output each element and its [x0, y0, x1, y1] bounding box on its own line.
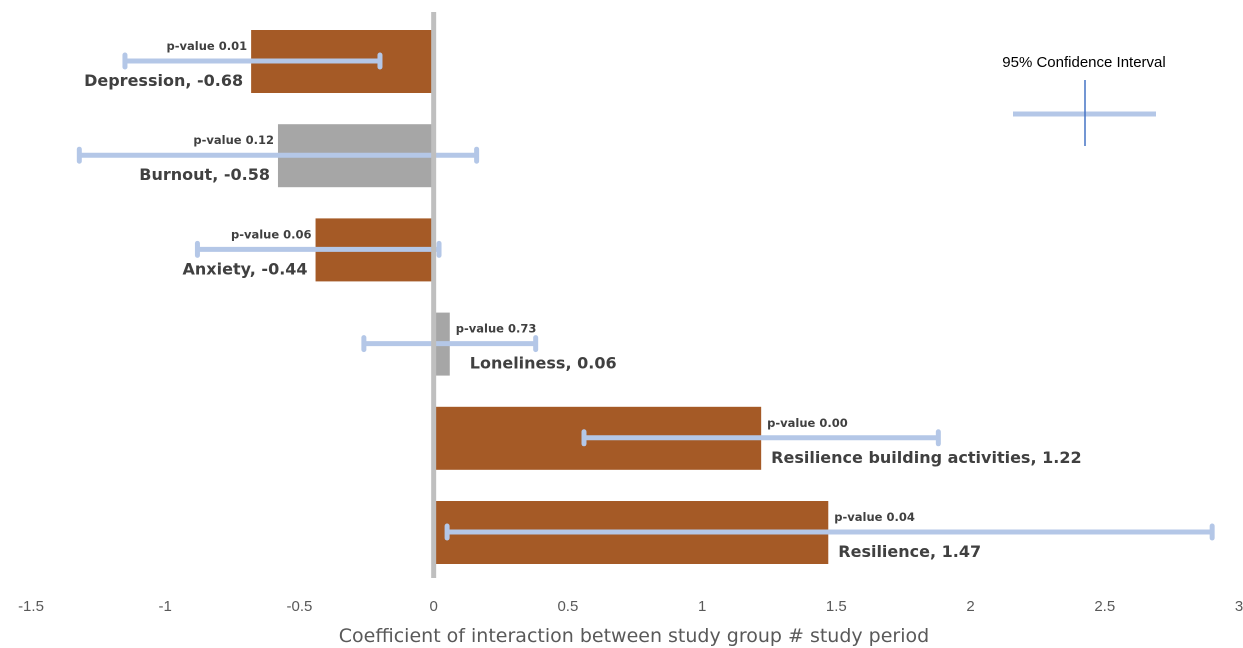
p-value-label-2: p-value 0.06 [231, 227, 312, 241]
p-value-label-5: p-value 0.04 [834, 510, 915, 524]
bar-label-5: Resilience, 1.47 [838, 542, 981, 561]
bars-layer [251, 30, 829, 564]
legend-title: 95% Confidence Interval [1002, 54, 1165, 71]
x-tick-label-3: 0 [429, 598, 437, 615]
x-tick-label-8: 2.5 [1094, 598, 1115, 615]
x-tick-label-4: 0.5 [557, 598, 578, 615]
bar-label-3: Loneliness, 0.06 [470, 354, 617, 373]
x-tick-label-0: -1.5 [18, 598, 44, 615]
bar-label-2: Anxiety, -0.44 [183, 259, 308, 278]
x-tick-label-6: 1.5 [826, 598, 847, 615]
p-value-label-4: p-value 0.00 [767, 416, 848, 430]
p-value-label-0: p-value 0.01 [167, 39, 248, 53]
legend: 95% Confidence Interval [1002, 54, 1166, 146]
x-axis-title: Coefficient of interaction between study… [339, 625, 929, 647]
x-tick-label-1: -1 [159, 598, 172, 615]
x-tick-label-2: -0.5 [287, 598, 313, 615]
x-tick-label-5: 1 [698, 598, 706, 615]
x-tick-label-9: 3 [1235, 598, 1243, 615]
error-bars-layer [76, 52, 1215, 541]
x-axis-ticks: -1.5 -1 -0.5 0 0.5 1 1.5 2 2.5 3 [18, 598, 1243, 615]
bar-labels-layer: p-value 0.01 Depression, -0.68 p-value 0.1… [84, 39, 1081, 561]
p-value-label-1: p-value 0.12 [193, 133, 274, 147]
bar-label-4: Resilience building activities, 1.22 [771, 448, 1081, 467]
x-tick-label-7: 2 [966, 598, 974, 615]
bar-label-1: Burnout, -0.58 [139, 165, 270, 184]
p-value-label-3: p-value 0.73 [456, 322, 537, 336]
bar-label-0: Depression, -0.68 [84, 71, 243, 90]
